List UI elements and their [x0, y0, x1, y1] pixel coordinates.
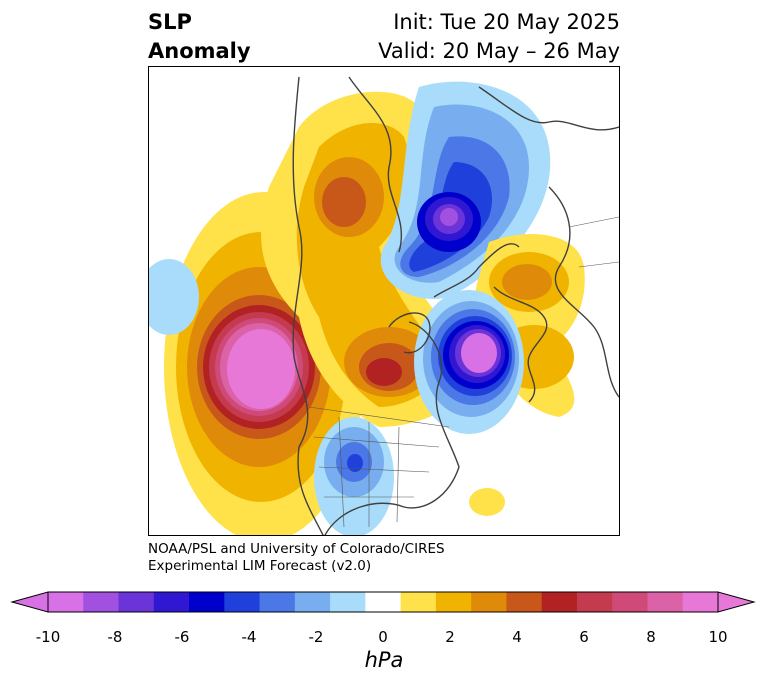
colorbar-tick-label: -6 [174, 628, 190, 646]
colorbar-frame [47, 591, 719, 613]
credit-line-2: Experimental LIM Forecast (v2.0) [148, 558, 372, 574]
colorbar-swatch [541, 592, 578, 612]
colorbar-swatch [576, 592, 613, 612]
colorbar-tick-label: -4 [241, 628, 257, 646]
init-date: Init: Tue 20 May 2025 [393, 10, 620, 34]
forecast-dates: Init: Tue 20 May 2025 Valid: 20 May – 26… [378, 8, 620, 66]
us-low [314, 417, 394, 535]
colorbar-extend-high [717, 591, 756, 613]
colorbar-swatch [471, 592, 507, 612]
colorbar-tick-label: 0 [378, 628, 388, 646]
colorbar-swatch [294, 592, 331, 612]
colorbar-tick-label: 4 [512, 628, 522, 646]
colorbar-swatch [647, 592, 684, 612]
colorbar-tick-label: 2 [445, 628, 455, 646]
colorbar-swatch [224, 592, 261, 612]
colorbar-swatch [48, 592, 84, 612]
atlantic-positive [469, 488, 505, 516]
colorbar-swatch [506, 592, 543, 612]
title-line-2: Anomaly [148, 39, 251, 63]
credit-text: NOAA/PSL and University of Colorado/CIRE… [148, 541, 445, 575]
anomaly-map [148, 66, 620, 536]
colorbar-swatch [400, 592, 437, 612]
colorbar-tick-label: 6 [579, 628, 589, 646]
colorbar-swatch [365, 592, 402, 612]
atlantic-low [414, 290, 524, 434]
credit-line-1: NOAA/PSL and University of Colorado/CIRE… [148, 541, 445, 557]
colorbar-swatch [153, 592, 190, 612]
colorbar-swatch [259, 592, 296, 612]
title-line-1: SLP [148, 10, 192, 34]
colorbar-tick-label: -10 [35, 628, 61, 646]
colorbar-swatch [118, 592, 155, 612]
pacific-high [164, 192, 364, 535]
colorbar-tick-label: -2 [308, 628, 324, 646]
colorbar [10, 591, 756, 613]
unit-label: hPa [364, 648, 404, 672]
political-borders [308, 216, 619, 528]
colorbar-swatch [435, 592, 472, 612]
colorbar-swatch [682, 592, 719, 612]
colorbar-swatch [83, 592, 120, 612]
colorbar-swatches [48, 592, 719, 612]
chart-title: SLP Anomaly [148, 8, 251, 66]
colorbar-tick-label: -8 [107, 628, 123, 646]
valid-range: Valid: 20 May – 26 May [378, 39, 620, 63]
map-svg [149, 76, 619, 535]
coastlines [292, 76, 619, 535]
colorbar-tick-label: 8 [646, 628, 656, 646]
colorbar-swatch [189, 592, 225, 612]
west-pacific-negative [149, 259, 199, 335]
colorbar-tick-label: 10 [708, 628, 728, 646]
colorbar-swatch [612, 592, 648, 612]
colorbar-swatch [330, 592, 366, 612]
colorbar-extend-low [10, 591, 49, 613]
